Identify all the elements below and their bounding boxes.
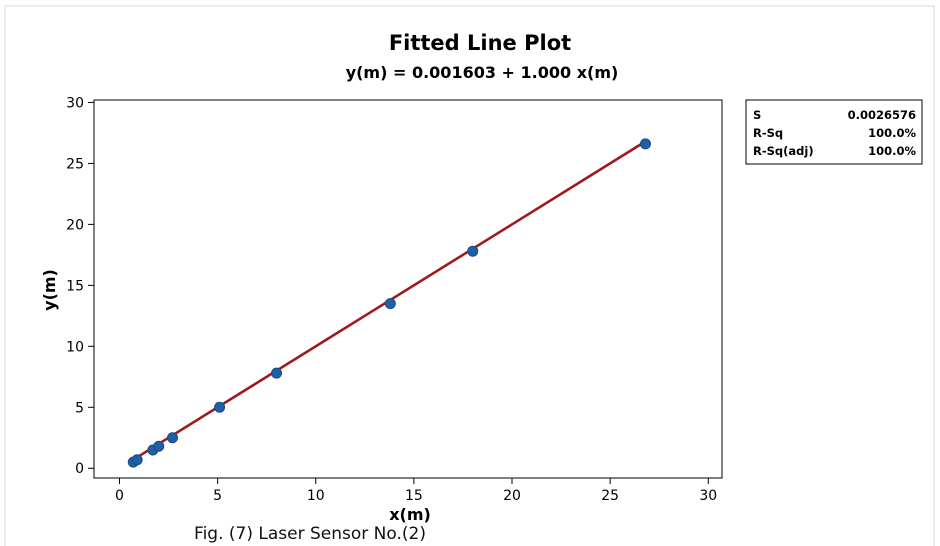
stats-box-border <box>745 99 923 165</box>
data-point <box>384 298 396 310</box>
y-tick-label: 30 <box>66 95 84 111</box>
x-tick-label: 0 <box>115 488 124 504</box>
axis-ticks: 0 5 10 15 20 25 30 0 5 10 15 20 25 30 <box>66 95 717 504</box>
plot-area <box>93 99 723 479</box>
stat-value-rsq-adj: 100.0% <box>868 144 916 158</box>
y-tick-label: 15 <box>66 278 84 294</box>
stat-label-s: S <box>753 108 761 122</box>
x-tick-label: 5 <box>213 488 222 504</box>
stats-box: S 0.0026576 R-Sq 100.0% R-Sq(adj) 100.0% <box>745 99 923 165</box>
x-tick-label: 25 <box>601 488 619 504</box>
x-tick-label: 10 <box>307 488 325 504</box>
data-point <box>639 138 651 150</box>
x-tick-label: 20 <box>503 488 521 504</box>
y-tick-label: 10 <box>66 339 84 355</box>
data-point <box>131 454 143 466</box>
y-tick-label: 0 <box>75 461 84 477</box>
y-tick-label: 25 <box>66 156 84 172</box>
y-tick-label: 5 <box>75 400 84 416</box>
y-axis-label: y(m) <box>40 269 59 311</box>
data-point <box>467 245 479 257</box>
data-point <box>153 440 165 452</box>
chart-title: Fitted Line Plot <box>389 31 571 55</box>
stat-value-s: 0.0026576 <box>848 108 916 122</box>
stat-value-rsq: 100.0% <box>868 126 916 140</box>
figure-caption: Fig. (7) Laser Sensor No.(2) <box>194 524 426 544</box>
x-tick-label: 30 <box>699 488 717 504</box>
chart-subtitle: y(m) = 0.001603 + 1.000 x(m) <box>346 63 619 82</box>
data-point <box>214 401 226 413</box>
stat-label-rsq-adj: R-Sq(adj) <box>753 144 814 158</box>
data-point <box>167 432 178 444</box>
x-axis-label: x(m) <box>389 505 431 524</box>
data-points <box>127 138 651 468</box>
x-tick-label: 15 <box>405 488 423 504</box>
stat-label-rsq: R-Sq <box>753 126 783 140</box>
data-point <box>271 367 283 379</box>
y-tick-label: 20 <box>66 217 84 233</box>
figure-border <box>4 5 935 546</box>
